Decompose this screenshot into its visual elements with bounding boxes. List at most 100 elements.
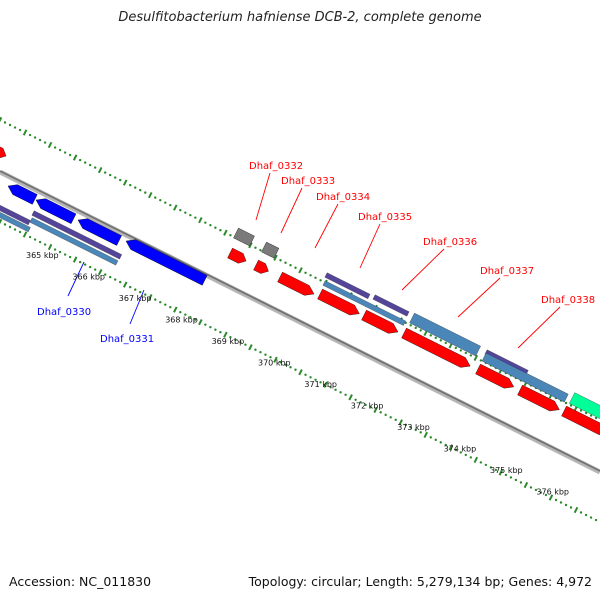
outer-tick-minor (454, 346, 458, 350)
inner-tick-major (398, 419, 403, 426)
inner-tick-minor (494, 468, 498, 472)
gene-label: Dhaf_0333 (281, 176, 335, 187)
outer-tick-minor (93, 166, 97, 169)
gene-box-other (233, 227, 255, 247)
gene-label: Dhaf_0335 (358, 212, 412, 223)
cds-feature (481, 352, 569, 403)
gene-layer (0, 146, 600, 435)
inner-tick-minor (519, 481, 523, 484)
inner-tick-minor (134, 288, 137, 291)
gene-arrow-forward (475, 363, 515, 389)
inner-tick-minor (579, 511, 583, 514)
inner-tick-major (97, 268, 103, 276)
inner-tick-minor (554, 498, 558, 502)
outer-tick-minor (279, 259, 282, 262)
inner-tick-minor (254, 348, 257, 351)
inner-tick-minor (114, 278, 117, 281)
inner-tick-minor (454, 448, 458, 452)
kbp-label: 374 kbp (444, 445, 477, 454)
feature-layer (0, 205, 600, 419)
inner-tick-minor (164, 303, 167, 306)
inner-tick-minor (509, 476, 513, 479)
outer-tick-minor (479, 359, 483, 362)
inner-tick-minor (364, 403, 367, 407)
gene-arrow-reverse (35, 198, 77, 224)
domain-feature (31, 210, 122, 260)
inner-tick-minor (159, 300, 162, 304)
callout-line (129, 289, 145, 325)
inner-tick-minor (489, 466, 493, 469)
inner-tick-minor (429, 436, 432, 439)
outer-tick-minor (194, 216, 197, 219)
outer-tick-minor (134, 186, 137, 189)
outer-tick-minor (88, 163, 92, 167)
inner-tick-minor (414, 428, 417, 432)
inner-tick-minor (594, 518, 598, 522)
inner-tick-minor (544, 493, 548, 497)
kbp-label: 368 kbp (165, 316, 198, 325)
inner-tick-minor (539, 491, 543, 494)
inner-tick-minor (389, 416, 392, 419)
outer-tick-minor (184, 211, 187, 214)
outer-tick-major (122, 179, 128, 186)
inner-tick-major (373, 406, 378, 413)
gene-label: Dhaf_0331 (100, 334, 154, 345)
inner-tick-major (248, 344, 253, 351)
inner-tick-minor (379, 411, 382, 414)
cds-feature (29, 217, 119, 266)
inner-tick-minor (304, 373, 307, 376)
inner-tick-major (548, 494, 554, 501)
outer-tick-minor (108, 173, 112, 177)
inner-tick-minor (459, 451, 463, 454)
inner-tick-minor (444, 443, 447, 447)
outer-tick-minor (119, 178, 122, 182)
gene-arrow-reverse (77, 218, 122, 246)
outer-tick-minor (219, 228, 222, 232)
inner-tick-minor (63, 253, 67, 256)
callout-line (517, 306, 561, 349)
gene-arrow-forward (317, 288, 360, 316)
inner-tick-minor (53, 248, 57, 251)
inner-tick-minor (294, 368, 297, 371)
inner-tick-minor (88, 265, 92, 269)
callout-line (359, 223, 381, 269)
inner-tick-major (523, 481, 529, 489)
kbp-label: 366 kbp (72, 273, 105, 282)
inner-tick-minor (369, 406, 372, 409)
outer-tick-minor (564, 401, 568, 405)
outer-tick-minor (169, 203, 172, 207)
inner-tick-minor (18, 230, 22, 234)
inner-tick-minor (404, 423, 407, 427)
accession-text: Accession: NC_011830 (9, 574, 152, 589)
label-callouts: Dhaf_0330 Dhaf_0331 Dhaf_0332 Dhaf_0333 Dhaf… (37, 161, 595, 349)
outer-tick-minor (294, 266, 297, 269)
gene-arrow-reverse (125, 239, 208, 286)
inner-tick-minor (334, 388, 337, 391)
inner-tick-minor (504, 473, 508, 477)
inner-tick-major (72, 256, 78, 263)
inner-tick-major (423, 431, 428, 439)
inner-tick-minor (13, 228, 17, 231)
kbp-label: 373 kbp (397, 423, 430, 432)
outer-tick-minor (144, 191, 147, 194)
outer-tick-minor (68, 153, 72, 157)
gene-box-other (261, 241, 280, 259)
inner-tick-minor (479, 461, 483, 464)
inner-tick-minor (219, 330, 222, 334)
outer-tick-minor (464, 351, 468, 355)
inner-tick-major (473, 456, 479, 464)
outer-tick-minor (439, 339, 442, 342)
outer-tick-minor (53, 146, 57, 149)
inner-tick-major (173, 306, 178, 313)
gene-label: Dhaf_0337 (480, 266, 534, 277)
genome-backbone (0, 169, 600, 475)
outer-tick-minor (259, 249, 262, 252)
inner-tick-minor (3, 223, 7, 226)
inner-tick-minor (119, 280, 122, 284)
gene-arrow-forward (401, 327, 471, 368)
kbp-label: 367 kbp (119, 294, 152, 303)
gene-label: Dhaf_0338 (541, 295, 595, 306)
inner-tick-minor (129, 285, 132, 289)
outer-tick-minor (114, 176, 117, 179)
outer-tick-minor (589, 414, 593, 417)
